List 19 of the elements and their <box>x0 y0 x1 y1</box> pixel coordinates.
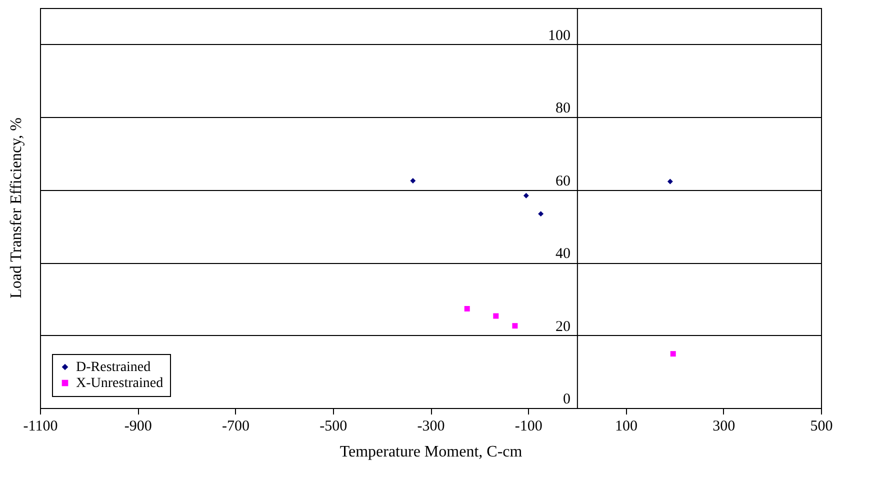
y-tick-label: 0 <box>562 392 570 408</box>
x-tick-label: -500 <box>320 418 348 434</box>
x-tick-label: 100 <box>615 418 638 434</box>
y-tick-label: 60 <box>555 173 570 190</box>
x-tick-label: 300 <box>712 418 736 434</box>
x-tick-label: -100 <box>514 418 542 434</box>
legend-label: D-Restrained <box>76 360 151 375</box>
y-axis-title: Load Transfer Efficiency, % <box>8 118 25 298</box>
x-tick-label: 500 <box>810 418 833 434</box>
x-tick-label: -1100 <box>23 418 58 434</box>
x-axis-title: Temperature Moment, C-cm <box>340 444 523 460</box>
x-tick-label: -300 <box>417 418 445 434</box>
y-tick-label: 40 <box>555 246 570 262</box>
y-tick-label: 100 <box>548 28 570 44</box>
y-tick-label: 80 <box>555 100 570 117</box>
y-tick-label: 20 <box>555 318 570 335</box>
x-tick-label: -700 <box>222 418 250 434</box>
legend-label: X-Unrestrained <box>76 376 164 391</box>
x-tick-label: -900 <box>124 418 152 434</box>
